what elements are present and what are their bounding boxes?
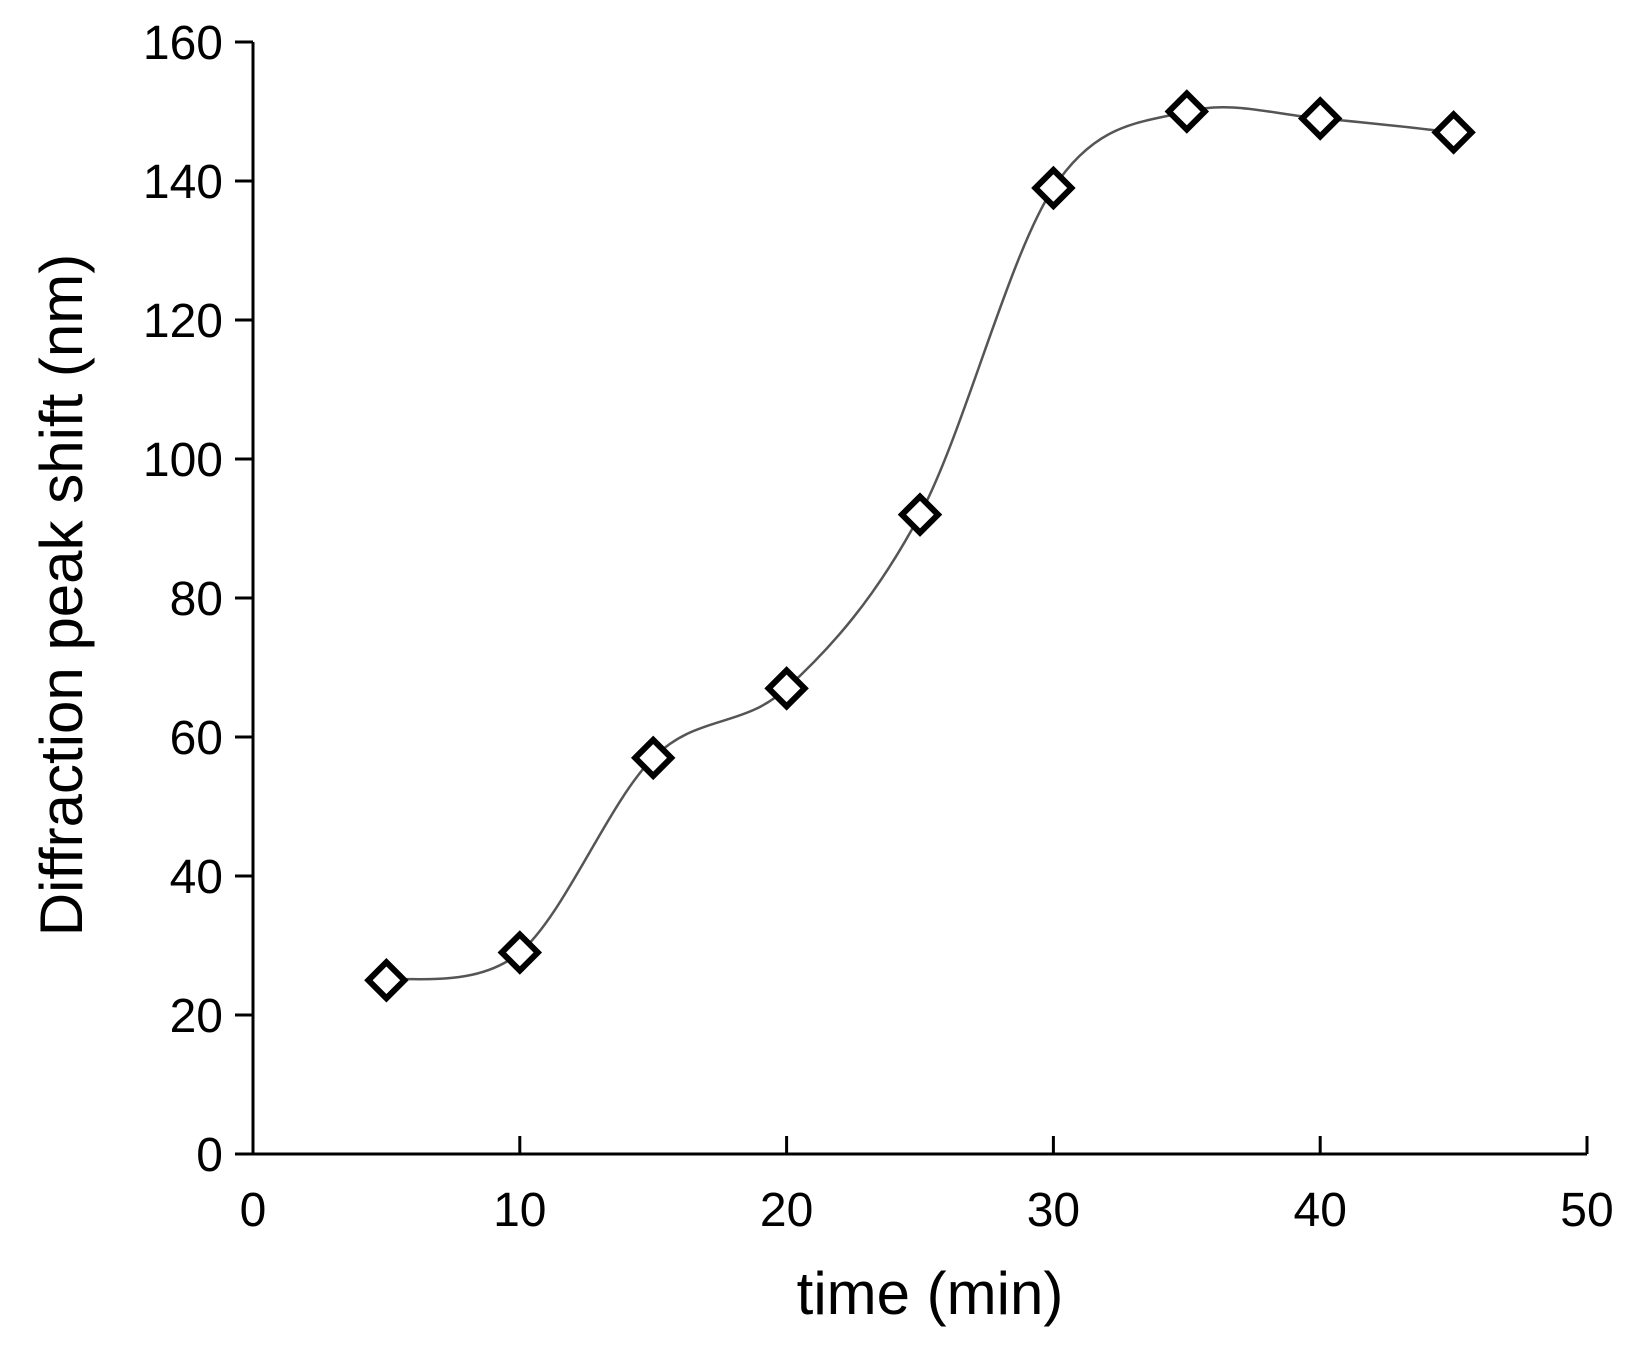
y-tick-label: 40 xyxy=(170,851,223,904)
x-tick-label: 0 xyxy=(240,1184,267,1237)
data-point xyxy=(764,666,809,711)
tick-labels: 0 20 40 60 80 100 120 140 160 0 10 20 30 40 50 xyxy=(143,17,1614,1237)
data-point xyxy=(1031,165,1076,211)
y-tick-label: 0 xyxy=(196,1129,223,1182)
axes xyxy=(235,40,1589,1156)
data-point xyxy=(1431,110,1476,155)
x-tick-label: 50 xyxy=(1560,1184,1613,1237)
x-tick-label: 30 xyxy=(1027,1184,1080,1237)
y-tick-label: 120 xyxy=(143,295,223,348)
data-point xyxy=(1164,89,1210,134)
x-tick-label: 40 xyxy=(1294,1184,1347,1237)
x-tick-label: 20 xyxy=(760,1184,813,1237)
y-tick-label: 80 xyxy=(170,573,223,626)
y-tick-label: 60 xyxy=(170,712,223,765)
y-axis-title: Diffraction peak shift (nm) xyxy=(28,254,95,936)
y-tick-label: 20 xyxy=(170,990,223,1043)
series-layer xyxy=(364,89,1476,1003)
data-point xyxy=(630,735,676,781)
data-point xyxy=(897,492,943,537)
data-point xyxy=(364,958,409,1003)
y-tick-label: 160 xyxy=(143,17,223,70)
data-point xyxy=(497,930,543,975)
data-point xyxy=(1297,96,1343,141)
y-tick-label: 140 xyxy=(143,156,223,209)
x-tick-label: 10 xyxy=(493,1184,546,1237)
x-axis-title: time (min) xyxy=(797,1260,1064,1327)
series-line xyxy=(386,105,1454,982)
y-tick-label: 100 xyxy=(143,434,223,487)
